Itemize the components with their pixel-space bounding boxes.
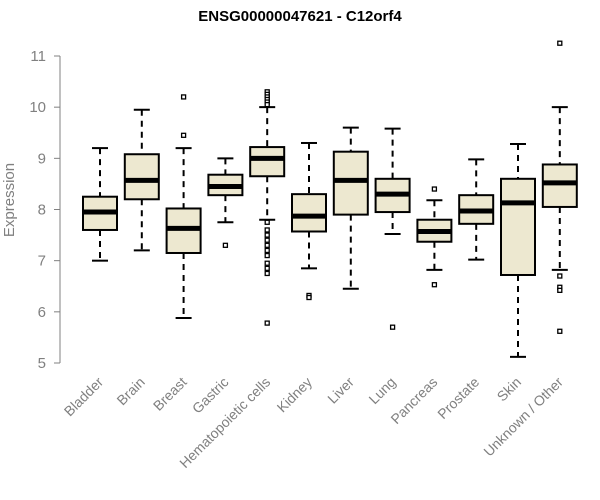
y-tick-label: 8 bbox=[38, 202, 46, 219]
box bbox=[249, 146, 286, 178]
outlier-point bbox=[264, 265, 270, 271]
outlier-point bbox=[264, 242, 270, 248]
box bbox=[123, 153, 160, 201]
outlier-point bbox=[264, 270, 270, 277]
outlier-point bbox=[557, 287, 563, 293]
outlier-point bbox=[180, 132, 187, 138]
outlier-point bbox=[180, 94, 187, 100]
y-tick-label: 10 bbox=[29, 99, 46, 116]
box bbox=[541, 163, 578, 208]
outlier-point bbox=[431, 186, 438, 192]
category-label: Liver bbox=[324, 374, 357, 407]
y-tick-label: 6 bbox=[38, 304, 46, 321]
outlier-point bbox=[264, 260, 270, 266]
outlier-point bbox=[264, 219, 270, 225]
chart-title: ENSG00000047621 - C12orf4 bbox=[198, 8, 402, 25]
category-label: Unknown / Other bbox=[480, 374, 566, 460]
outlier-point bbox=[557, 40, 563, 46]
outlier-point bbox=[389, 324, 396, 330]
outlier-point bbox=[264, 252, 270, 259]
outlier-point bbox=[264, 227, 270, 233]
y-tick-label: 11 bbox=[30, 48, 46, 65]
box bbox=[332, 150, 369, 216]
outlier-point bbox=[264, 237, 270, 243]
y-tick-label: 7 bbox=[38, 253, 46, 270]
y-tick-label: 5 bbox=[38, 355, 46, 372]
outlier-point bbox=[557, 328, 563, 334]
category-label: Prostate bbox=[434, 374, 482, 422]
outlier-point bbox=[431, 282, 438, 288]
outlier-point bbox=[264, 320, 270, 326]
outlier-point bbox=[306, 294, 312, 301]
outlier-point bbox=[264, 101, 270, 108]
category-label: Kidney bbox=[274, 374, 316, 416]
category-label: Breast bbox=[150, 374, 190, 414]
outlier-point bbox=[264, 247, 270, 254]
y-tick-label: 9 bbox=[38, 150, 46, 167]
outlier-point bbox=[222, 242, 229, 248]
box bbox=[500, 177, 536, 276]
outlier-point bbox=[264, 232, 270, 238]
category-label: Lung bbox=[365, 374, 398, 407]
category-label: Bladder bbox=[61, 374, 107, 420]
category-label: Skin bbox=[494, 374, 525, 405]
outlier-point bbox=[557, 273, 563, 279]
category-label: Brain bbox=[113, 374, 147, 408]
y-axis-title: Expression bbox=[1, 163, 18, 237]
box bbox=[291, 193, 327, 233]
